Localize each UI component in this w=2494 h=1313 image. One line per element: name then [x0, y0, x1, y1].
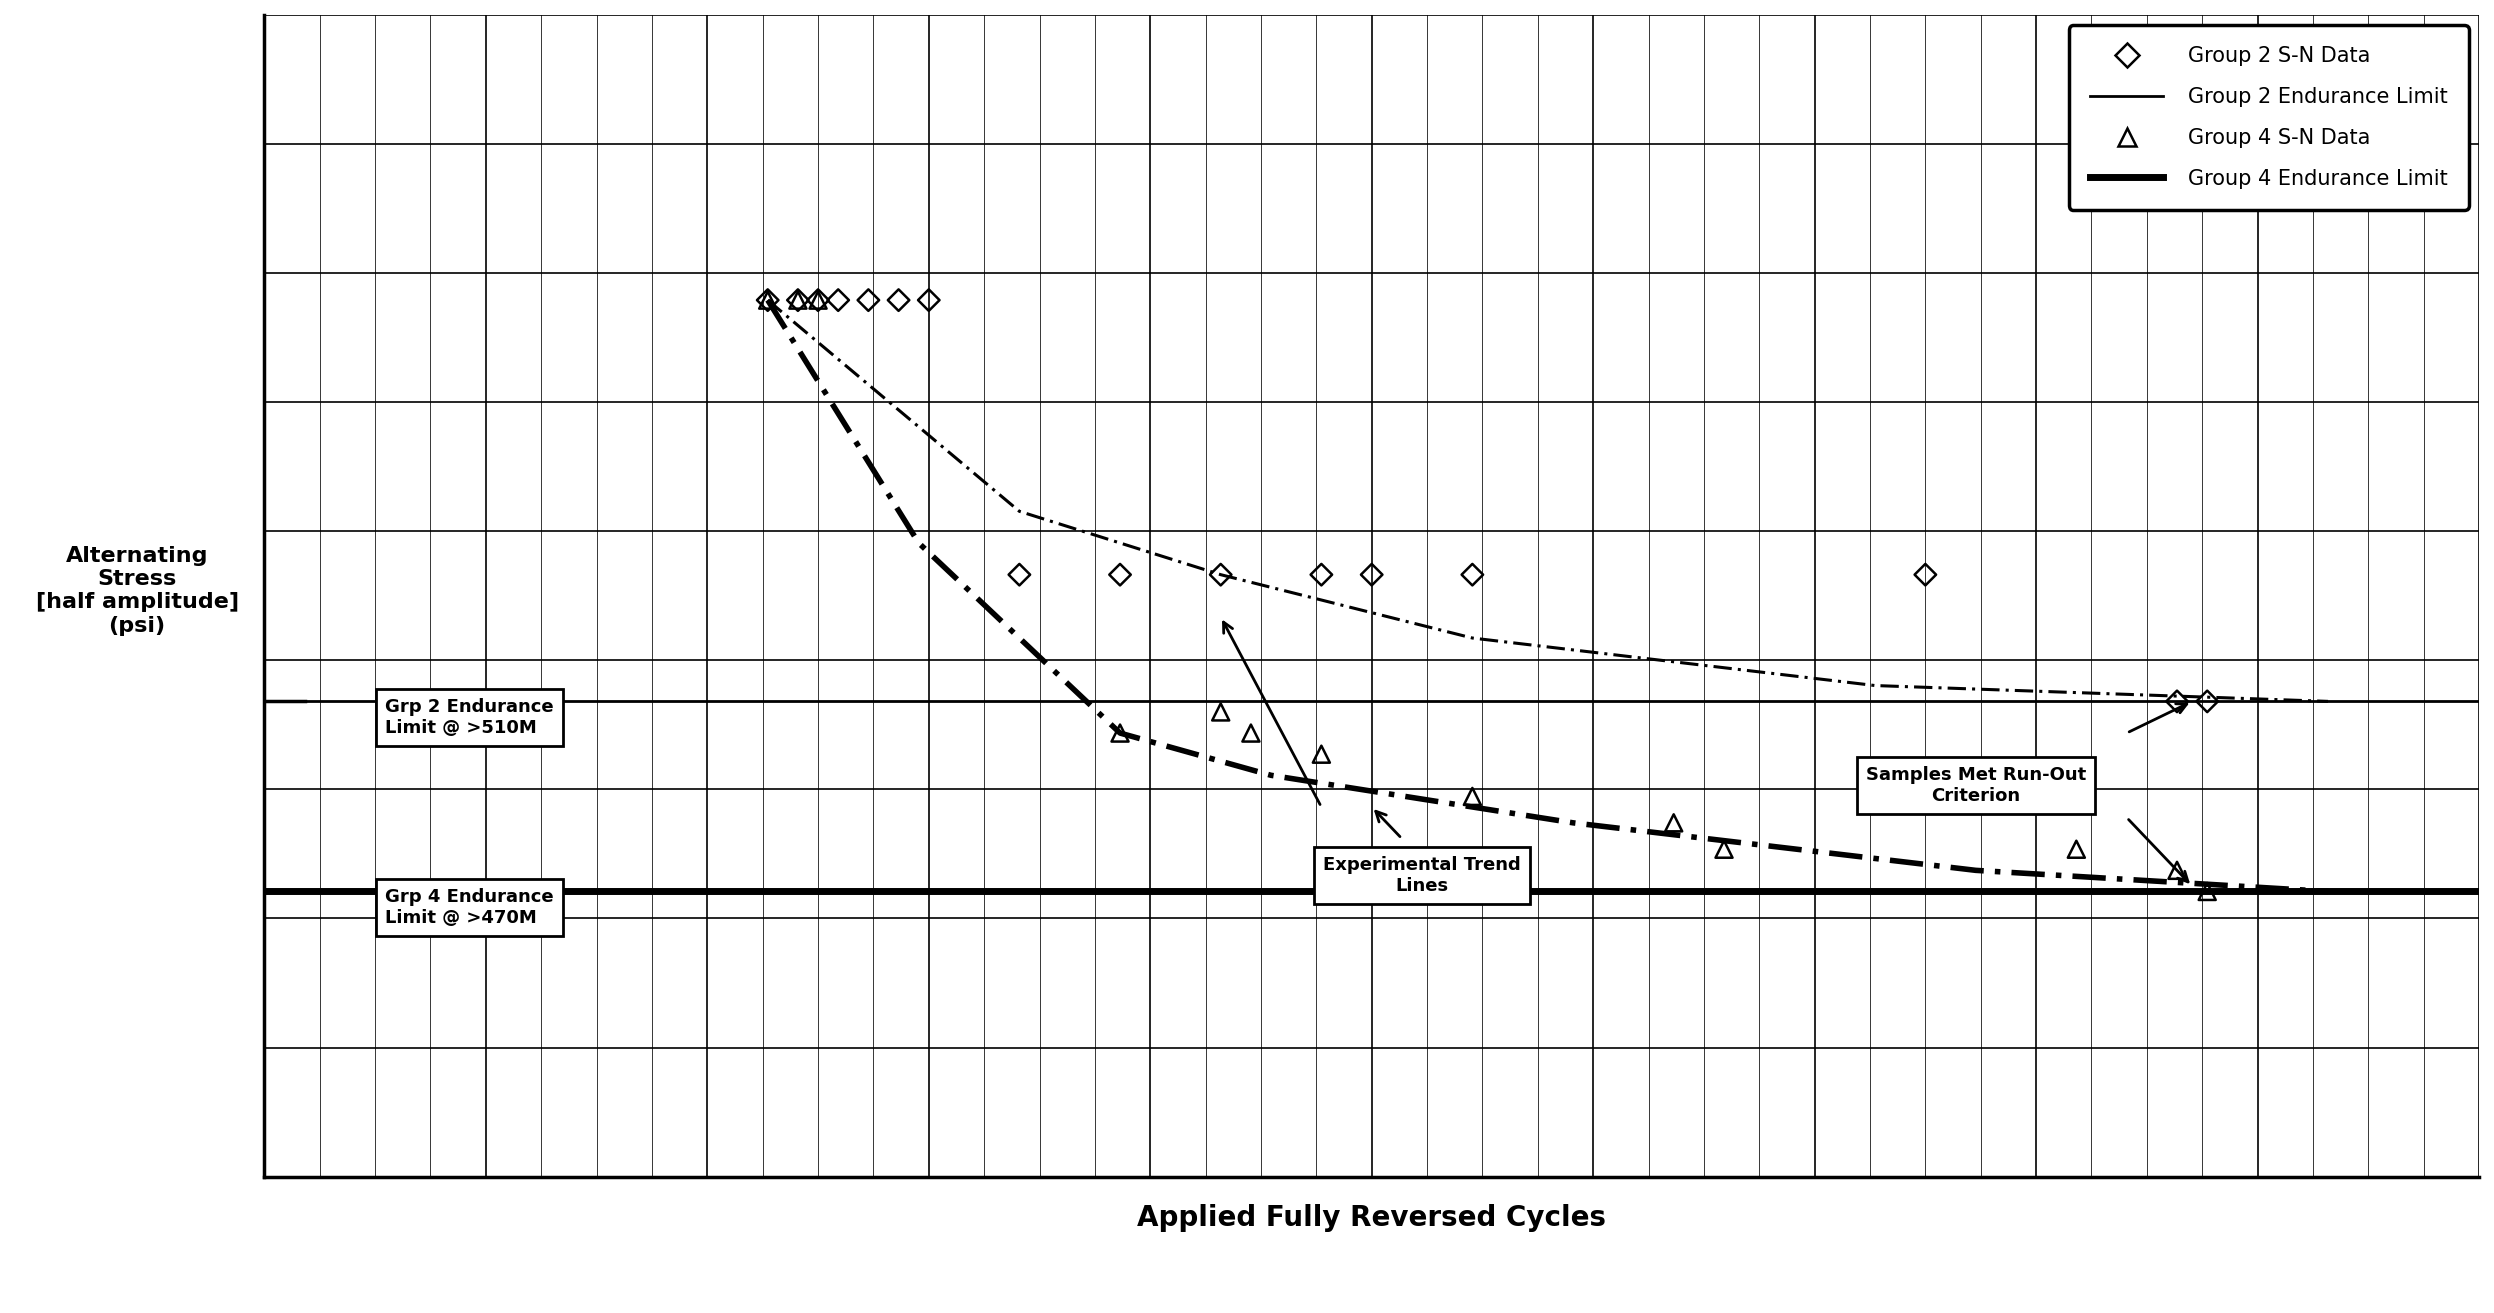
Point	[1100, 722, 1140, 743]
Point	[2157, 860, 2197, 881]
Text: Grp 4 Endurance
Limit @ >470M: Grp 4 Endurance Limit @ >470M	[384, 888, 554, 927]
Point	[1000, 565, 1040, 586]
Point	[778, 290, 818, 311]
Point	[1200, 565, 1240, 586]
Point	[1352, 565, 1392, 586]
Point	[1232, 722, 1272, 743]
X-axis label: Applied Fully Reversed Cycles: Applied Fully Reversed Cycles	[1137, 1204, 1606, 1233]
Point	[1452, 786, 1491, 807]
Point	[908, 290, 948, 311]
Point	[1905, 565, 1945, 586]
Point	[1302, 743, 1342, 764]
Point	[848, 290, 888, 311]
Point	[1302, 565, 1342, 586]
Text: Alternating
Stress
[half amplitude]
(psi): Alternating Stress [half amplitude] (psi…	[35, 546, 239, 635]
Point	[1654, 813, 1693, 834]
Point	[1100, 565, 1140, 586]
Point	[1200, 701, 1240, 722]
Point	[2157, 691, 2197, 712]
Point	[818, 290, 858, 311]
Point	[2187, 881, 2227, 902]
Text: Samples Met Run-Out
Criterion: Samples Met Run-Out Criterion	[1866, 767, 2085, 805]
Point	[2187, 691, 2227, 712]
Point	[1703, 839, 1743, 860]
Point	[798, 290, 838, 311]
Point	[778, 290, 818, 311]
Point	[748, 290, 788, 311]
Point	[878, 290, 918, 311]
Legend: Group 2 S-N Data, Group 2 Endurance Limit, Group 4 S-N Data, Group 4 Endurance L: Group 2 S-N Data, Group 2 Endurance Limi…	[2070, 25, 2469, 210]
Text: Grp 2 Endurance
Limit @ >510M: Grp 2 Endurance Limit @ >510M	[384, 697, 554, 737]
Text: Experimental Trend
Lines: Experimental Trend Lines	[1324, 856, 1521, 895]
Point	[2058, 839, 2097, 860]
Point	[798, 290, 838, 311]
Point	[748, 290, 788, 311]
Point	[1452, 565, 1491, 586]
